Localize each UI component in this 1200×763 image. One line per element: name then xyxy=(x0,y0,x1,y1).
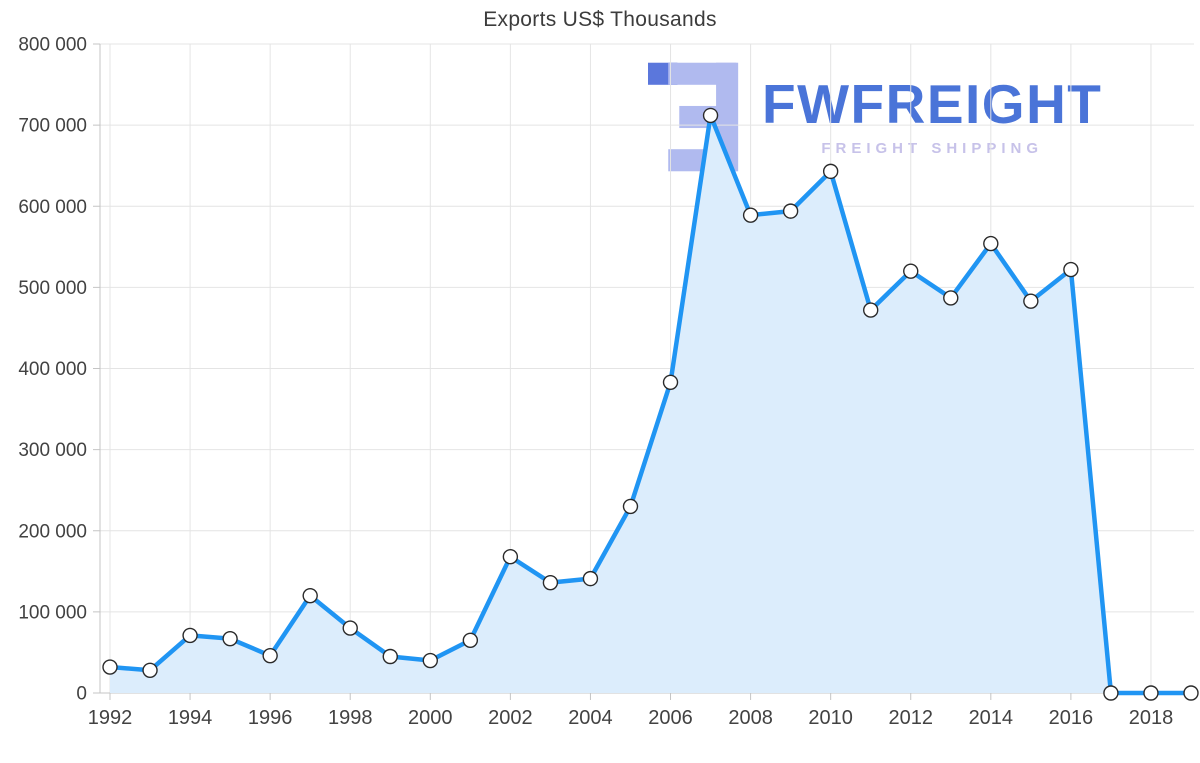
series-area-fill xyxy=(110,115,1191,693)
x-axis-label: 2012 xyxy=(888,707,933,729)
y-axis-label: 100 000 xyxy=(18,602,87,623)
y-axis-label: 600 000 xyxy=(18,197,87,218)
x-axis-label: 2016 xyxy=(1049,707,1094,729)
y-axis-label: 400 000 xyxy=(18,359,87,380)
y-axis-label: 500 000 xyxy=(18,278,87,299)
y-axis-label: 700 000 xyxy=(18,116,87,137)
data-point-marker xyxy=(903,263,919,279)
x-axis-label: 1994 xyxy=(168,707,213,729)
x-axis-label: 2004 xyxy=(568,707,613,729)
x-axis-label: 2000 xyxy=(408,707,453,729)
data-point-marker xyxy=(1023,293,1039,309)
data-point-marker xyxy=(782,203,799,219)
data-point-marker xyxy=(422,652,438,669)
data-point-marker xyxy=(502,549,519,565)
data-point-marker xyxy=(102,659,118,675)
series-line xyxy=(107,113,1194,696)
data-point-marker xyxy=(582,570,599,587)
data-point-marker xyxy=(1183,685,1199,701)
x-axis-label: 1998 xyxy=(328,707,373,729)
x-axis-label: 2006 xyxy=(648,707,693,729)
x-axis-label: 1996 xyxy=(248,707,293,729)
data-point-marker xyxy=(742,207,759,223)
data-point-marker xyxy=(182,627,198,644)
data-point-marker xyxy=(1143,685,1159,701)
data-point-marker xyxy=(262,647,278,664)
x-axis-label: 2010 xyxy=(808,707,853,729)
y-axis-label: 300 000 xyxy=(18,440,87,461)
data-point-marker xyxy=(222,630,238,647)
data-point-marker xyxy=(302,587,318,604)
x-axis-label: 2002 xyxy=(488,707,533,729)
data-point-marker xyxy=(983,235,999,252)
data-point-marker xyxy=(702,107,719,124)
y-axis-label: 200 000 xyxy=(18,521,87,542)
data-point-marker xyxy=(462,632,479,648)
data-point-marker xyxy=(542,574,559,591)
y-axis-label: 800 000 xyxy=(18,35,87,56)
data-point-marker xyxy=(142,662,158,678)
x-axis-label: 2008 xyxy=(728,707,773,729)
data-point-marker xyxy=(863,302,879,318)
data-point-marker xyxy=(943,290,959,306)
x-axis-label: 1992 xyxy=(88,707,133,729)
data-point-marker xyxy=(342,620,358,636)
data-point-marker xyxy=(622,498,639,515)
data-point-marker xyxy=(822,163,839,180)
x-axis-label: 2018 xyxy=(1129,707,1174,729)
chart-title: Exports US$ Thousands xyxy=(483,8,717,31)
x-axis-label: 2014 xyxy=(969,707,1014,729)
data-point-marker xyxy=(382,648,398,665)
data-point-marker xyxy=(662,374,679,390)
data-point-marker xyxy=(1103,685,1119,701)
y-axis-label: 0 xyxy=(76,684,87,705)
data-point-marker xyxy=(1063,261,1079,278)
